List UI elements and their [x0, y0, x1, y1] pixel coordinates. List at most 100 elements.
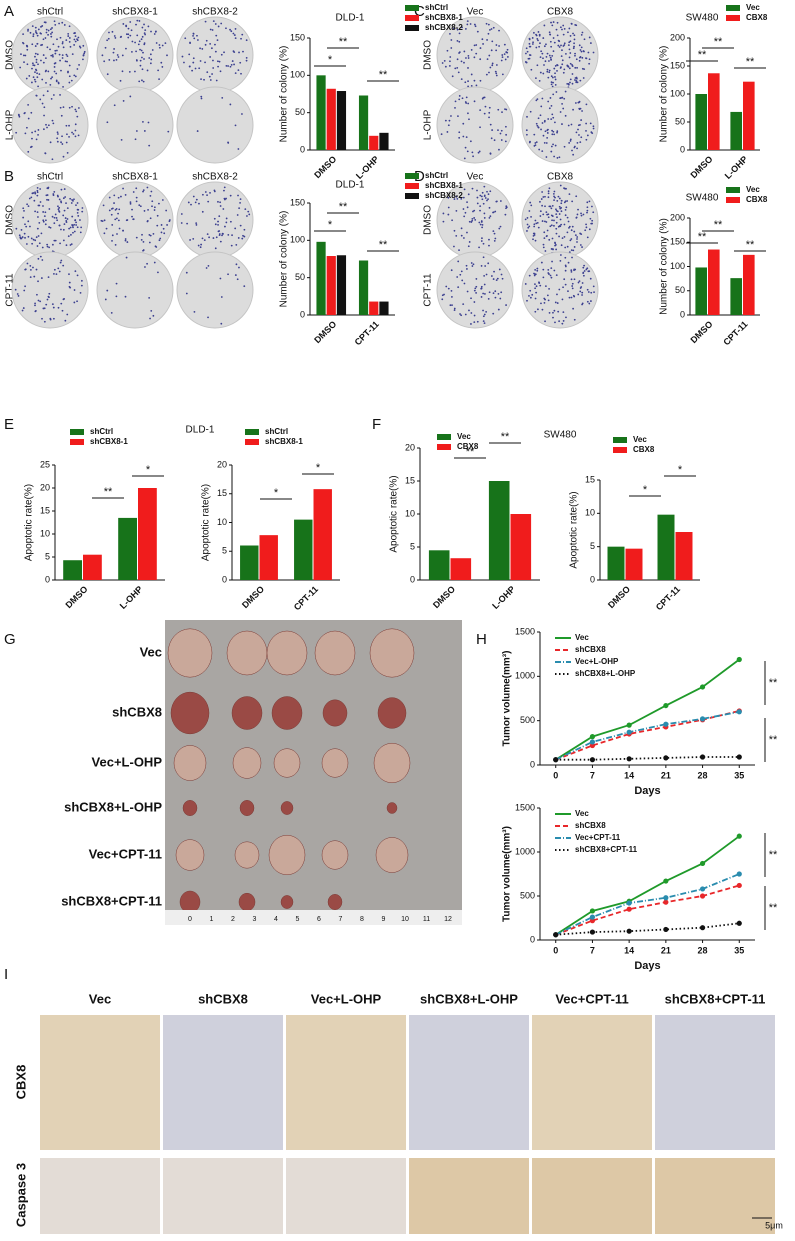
colony: [454, 100, 457, 103]
colony: [18, 115, 21, 118]
colony: [556, 131, 558, 134]
colony: [234, 124, 237, 127]
colony: [192, 34, 194, 37]
colony: [225, 197, 227, 200]
colony: [225, 27, 227, 30]
colony: [142, 80, 145, 83]
colony: [553, 155, 556, 158]
tumor: [375, 837, 409, 873]
colony: [532, 31, 535, 34]
colony: [567, 83, 570, 86]
colony: [470, 221, 473, 223]
colony: [35, 268, 38, 271]
colony: [203, 239, 206, 242]
colony: [458, 32, 461, 35]
legend-swatch: [405, 183, 419, 189]
colony: [47, 276, 50, 279]
colony: [571, 225, 574, 228]
series-line: [555, 756, 740, 761]
colony: [53, 62, 56, 65]
colony: [183, 61, 185, 64]
colony: [481, 38, 484, 41]
colony: [499, 200, 502, 202]
colony: [484, 197, 487, 199]
colony: [586, 201, 589, 204]
colony: [46, 126, 48, 129]
colony: [495, 44, 498, 46]
colony: [44, 152, 47, 155]
colony: [20, 53, 22, 55]
colony: [61, 54, 64, 57]
colony: [77, 107, 80, 109]
colony: [562, 24, 565, 27]
tumor: [273, 748, 301, 778]
colony: [113, 35, 116, 37]
colony: [550, 145, 553, 148]
colony: [485, 311, 488, 313]
colony: [26, 126, 28, 129]
colony: [135, 196, 138, 199]
colony: [219, 201, 222, 204]
colony: [75, 221, 77, 224]
colony: [556, 64, 559, 66]
dish: [96, 251, 174, 329]
colony: [575, 79, 578, 82]
colony: [34, 55, 36, 58]
colony: [149, 317, 151, 320]
colony: [138, 80, 141, 83]
tumor-photo: [165, 620, 462, 925]
colony: [591, 219, 594, 222]
colony: [55, 49, 58, 52]
colony: [550, 81, 553, 83]
colony: [585, 223, 587, 226]
colony: [569, 62, 572, 65]
dish: [96, 16, 174, 94]
colony: [160, 231, 163, 234]
colony: [555, 274, 558, 277]
colony: [552, 192, 555, 195]
legend-label: shCBX8-2: [425, 191, 463, 200]
significance: *: [328, 54, 333, 66]
colony: [579, 49, 582, 51]
colony: [225, 65, 228, 67]
colony: [589, 217, 592, 220]
colony: [37, 216, 39, 218]
colony: [528, 274, 531, 277]
colony: [203, 78, 205, 81]
colony: [485, 273, 488, 276]
colony: [558, 46, 561, 48]
colony: [76, 202, 79, 204]
colony: [32, 266, 34, 269]
colony: [129, 202, 132, 205]
colony: [482, 96, 485, 99]
colony: [547, 192, 550, 195]
colony: [473, 56, 476, 59]
colony: [473, 301, 476, 303]
colony: [227, 142, 230, 144]
colony: [541, 97, 544, 100]
legend-label: shCtrl: [425, 3, 448, 12]
colony: [74, 40, 77, 43]
colony: [110, 213, 113, 216]
colony: [139, 205, 142, 208]
colony: [537, 31, 540, 33]
colony: [237, 237, 240, 239]
colony: [197, 244, 200, 247]
colony: [473, 321, 476, 324]
x-tick-label: 0: [553, 945, 558, 955]
x-tick-label: DMSO: [312, 319, 338, 345]
colony: [34, 310, 37, 313]
colony: [541, 308, 544, 311]
colony: [535, 291, 538, 294]
colony: [241, 33, 244, 36]
legend-swatch: [405, 25, 419, 31]
colony: [564, 187, 566, 190]
y-tick-label: 10: [405, 508, 415, 518]
colony: [483, 212, 486, 215]
colony: [156, 214, 159, 217]
colony: [475, 84, 478, 87]
colony: [40, 59, 42, 62]
legend-label: Vec+CPT-11: [575, 833, 621, 842]
colony: [141, 79, 143, 82]
colony: [462, 208, 465, 210]
